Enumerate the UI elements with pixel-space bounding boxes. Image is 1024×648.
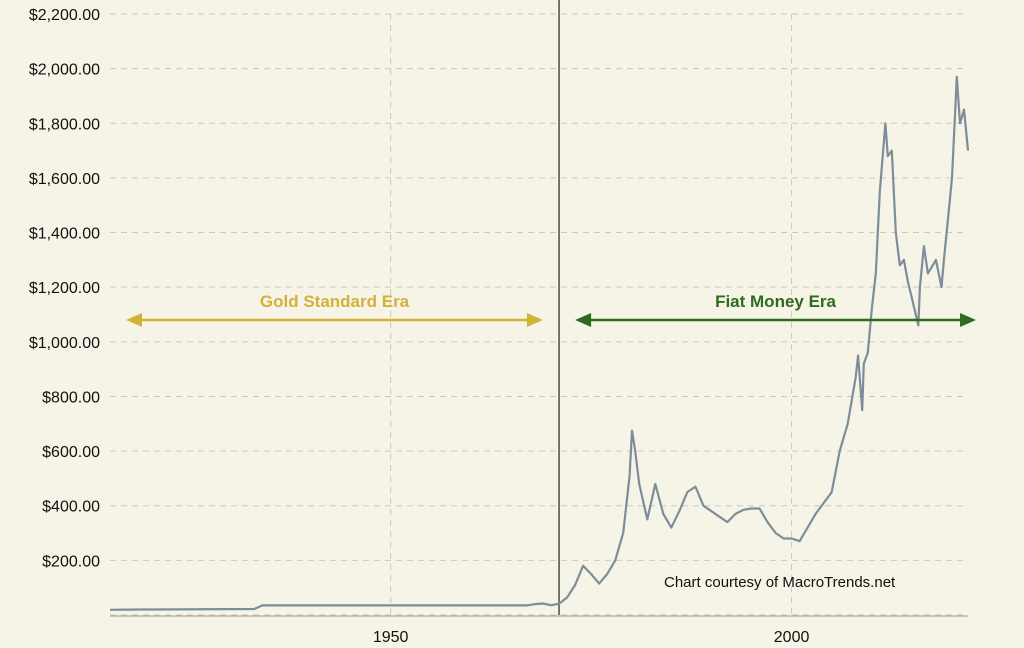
era-arrow-head-right [527,312,544,327]
y-tick-label: $1,400.00 [29,226,100,243]
era-annotations: Gold Standard Era Fiat Money Era [126,292,977,327]
era-label: Fiat Money Era [715,292,836,311]
x-tick-label: 2000 [774,629,810,646]
y-tick-label: $800.00 [42,389,100,406]
era-arrow-head-left [126,312,143,327]
y-tick-label: $1,000.00 [29,335,100,352]
era-annotation: Fiat Money Era [575,292,977,327]
x-tick-label: 1950 [373,629,409,646]
y-tick-label: $600.00 [42,444,100,461]
y-tick-label: $400.00 [42,499,100,516]
chart-credit: Chart courtesy of MacroTrends.net [664,574,896,591]
y-axis-labels: $200.00 $400.00 $600.00 $800.00 $1,000.00 $1,… [29,7,100,570]
y-tick-label: $200.00 [42,553,100,570]
gold-price-series-line [109,75,970,611]
y-tick-label: $1,800.00 [29,116,100,133]
y-tick-label: $1,600.00 [29,171,100,188]
y-tick-label: $1,200.00 [29,280,100,297]
y-tick-label: $2,000.00 [29,62,100,79]
y-tick-label: $2,200.00 [29,7,100,24]
grid-lines [110,13,968,616]
era-label: Gold Standard Era [260,292,410,311]
era-arrow-head-left [575,312,592,327]
x-axis-labels: 1950 2000 [373,629,810,646]
era-arrow-head-right [960,312,977,327]
era-annotation: Gold Standard Era [126,292,544,327]
